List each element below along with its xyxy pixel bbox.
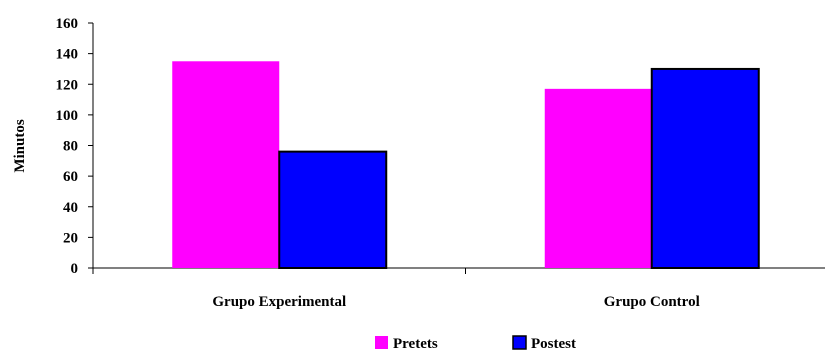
y-tick-label: 120	[56, 77, 79, 93]
legend-label-pretets: Pretets	[393, 336, 438, 352]
bar-pretets-2	[545, 89, 652, 268]
y-axis-label: Minutos	[12, 119, 28, 173]
y-tick-label: 80	[63, 139, 78, 155]
legend-swatch-postest	[513, 336, 526, 349]
y-tick-label: 40	[63, 200, 78, 216]
bar-postest-2	[652, 69, 759, 268]
y-tick-label: 140	[56, 47, 79, 63]
x-category-label: Grupo Experimental	[212, 294, 346, 310]
chart-marks: 0 20 40 60 80 100 120 140 160 Grupo Experimental G…	[56, 16, 825, 352]
y-tick-label: 60	[63, 169, 78, 185]
legend-swatch-pretets	[375, 336, 388, 349]
bar-pretets-1	[172, 61, 279, 268]
y-tick-label: 100	[56, 108, 79, 124]
x-category-label: Grupo Control	[604, 294, 700, 310]
bar-postest-1	[279, 152, 386, 268]
y-tick-label: 0	[71, 261, 79, 277]
y-tick-label: 160	[56, 16, 79, 32]
y-tick-label: 20	[63, 230, 78, 246]
legend-label-postest: Postest	[531, 336, 576, 352]
